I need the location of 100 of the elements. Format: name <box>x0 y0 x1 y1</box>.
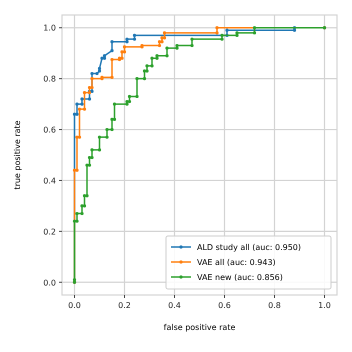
point <box>90 86 94 90</box>
point <box>85 164 89 167</box>
y-axis-title: true positive rate <box>13 120 22 190</box>
point <box>72 220 76 223</box>
x-tick-label: 0.8 <box>268 301 281 310</box>
point <box>90 77 94 80</box>
point <box>125 38 129 41</box>
point <box>145 69 149 73</box>
point <box>190 38 194 41</box>
point <box>78 108 82 111</box>
point <box>122 45 126 48</box>
point <box>75 136 79 139</box>
point <box>110 40 114 44</box>
point <box>75 112 79 116</box>
point <box>158 44 162 48</box>
point <box>72 168 76 172</box>
point <box>150 56 154 60</box>
point <box>85 194 89 198</box>
point <box>215 31 219 34</box>
point <box>82 204 86 208</box>
point <box>105 128 109 132</box>
point <box>165 54 169 58</box>
point <box>162 36 166 40</box>
point <box>90 72 94 76</box>
y-tick-label: 0.6 <box>43 126 56 135</box>
point <box>128 94 132 98</box>
point <box>235 34 239 37</box>
point <box>82 108 86 111</box>
point <box>132 38 136 41</box>
point <box>190 44 194 48</box>
point <box>132 34 136 37</box>
point <box>98 148 102 152</box>
point <box>110 49 114 52</box>
point <box>125 40 129 44</box>
point <box>122 50 126 54</box>
point <box>142 77 146 80</box>
y-tick-label: 0.0 <box>43 278 56 288</box>
x-tick-label: 0.2 <box>118 301 131 310</box>
point <box>162 31 166 34</box>
x-tick-label: 0.6 <box>218 301 231 310</box>
y-tick-label: 1.0 <box>43 24 56 33</box>
point <box>252 26 256 30</box>
point <box>135 77 139 80</box>
point <box>78 136 82 139</box>
point <box>112 118 116 121</box>
point <box>105 136 109 139</box>
point <box>80 97 84 101</box>
x-tick-label: 0.0 <box>68 301 81 310</box>
point <box>72 278 76 282</box>
point <box>75 102 79 106</box>
point <box>102 54 106 58</box>
point <box>110 118 114 121</box>
point <box>220 38 224 41</box>
point <box>110 76 114 79</box>
y-tick-label: 0.8 <box>43 74 56 84</box>
point <box>155 56 159 60</box>
point <box>100 56 104 60</box>
point <box>128 100 132 104</box>
point <box>292 28 296 32</box>
x-tick-label: 1.0 <box>318 301 331 310</box>
point <box>235 31 239 34</box>
y-tick-label: 0.4 <box>43 176 56 186</box>
point <box>90 90 94 93</box>
point <box>75 168 79 172</box>
point <box>82 194 86 198</box>
point <box>110 128 114 132</box>
point <box>110 58 114 62</box>
point <box>95 72 99 76</box>
point <box>90 156 94 160</box>
point <box>220 34 224 37</box>
point <box>165 46 169 50</box>
point <box>80 102 84 106</box>
point <box>88 97 92 101</box>
point <box>102 56 106 60</box>
point <box>82 91 86 94</box>
point <box>80 212 84 216</box>
point <box>225 28 229 32</box>
y-tick-label: 0.2 <box>43 227 56 236</box>
point <box>150 64 154 68</box>
legend-label: ALD study all (auc: 0.950) <box>197 243 302 252</box>
point <box>88 164 92 167</box>
point <box>175 44 179 48</box>
point <box>75 212 79 216</box>
legend-label: VAE all (auc: 0.943) <box>197 258 276 267</box>
point <box>158 40 162 44</box>
point <box>145 64 149 68</box>
x-tick-label: 0.4 <box>168 301 181 310</box>
point <box>75 220 79 223</box>
point <box>112 102 116 106</box>
x-axis-title: false positive rate <box>164 323 236 332</box>
point <box>98 136 102 139</box>
point <box>215 26 219 30</box>
point <box>252 31 256 34</box>
point <box>120 56 124 60</box>
point <box>160 40 164 44</box>
point <box>72 112 76 116</box>
point <box>90 148 94 152</box>
point <box>135 94 139 98</box>
legend-label: VAE new (auc: 0.856) <box>197 273 283 282</box>
point <box>98 66 102 70</box>
